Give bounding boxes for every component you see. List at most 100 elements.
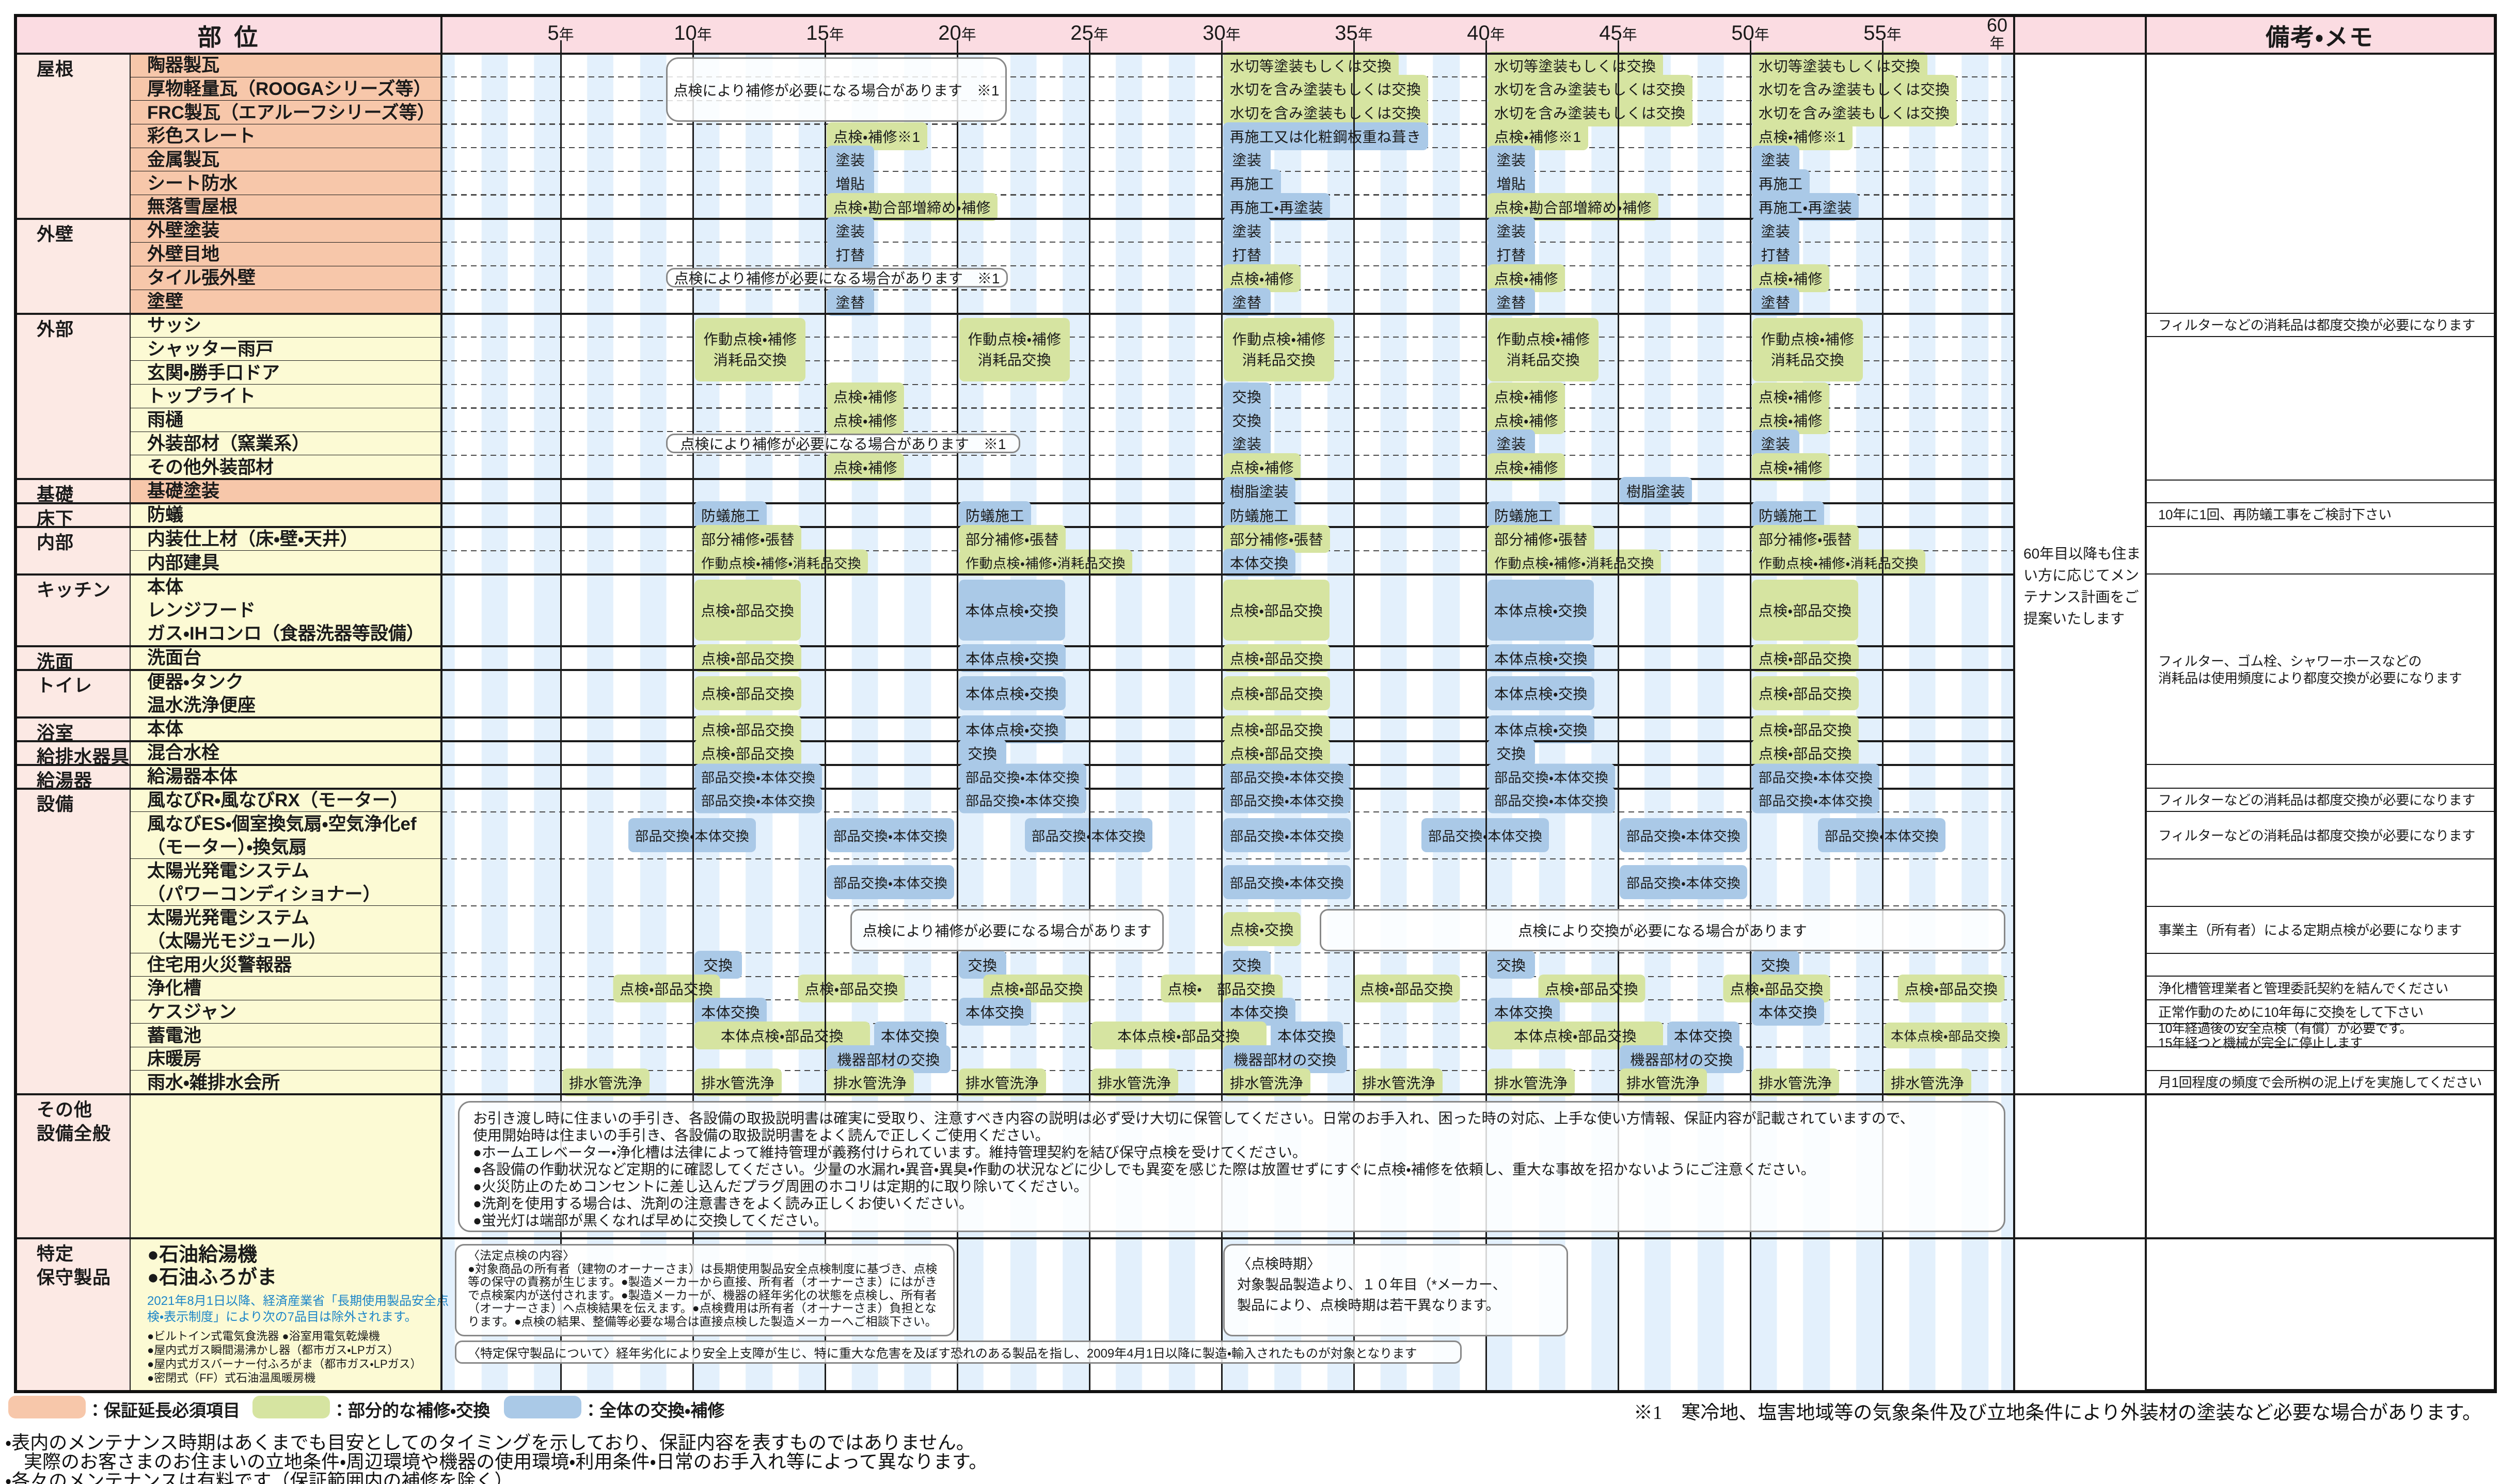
schedule-item: 本体交換 [959, 998, 1032, 1026]
row-label-基礎塗装: 基礎塗装 [130, 479, 441, 503]
year-tick-line [560, 40, 562, 1390]
row-separator-dashed [441, 858, 2014, 859]
year-label-10: 10年 [674, 22, 712, 45]
schedule-item: 本体点検・部品交換 [694, 1022, 870, 1050]
other-section-note-box: お引き渡し時に住まいの手引き、各設備の取扱説明書は確実に受取り、注意すべき内容の… [458, 1101, 2005, 1232]
schedule-item: 点検・部品交換 [613, 974, 720, 1002]
memo-cell-border [2146, 907, 2494, 954]
row-label-陶器製瓦: 陶器製瓦 [130, 54, 441, 77]
schedule-item: 機器部材の交換 [1223, 1045, 1347, 1073]
other-section-line: ●洗剤を使用する場合は、洗剤の注意書きをよく読み正しくお使いください。 [473, 1195, 973, 1211]
year-tick-line [1618, 40, 1619, 1390]
category-cell-床下: 床下 [17, 503, 130, 529]
schedule-item: 樹脂塗装 [1620, 477, 1692, 505]
schedule-item: 塗替 [827, 288, 874, 316]
category-cell-給排水器具: 給排水器具 [17, 741, 130, 767]
category-cell-specified: 特定 保守製品 [17, 1238, 130, 1390]
schedule-item: 防蟻施工 [1223, 501, 1296, 529]
column-border-subitem [440, 17, 442, 1390]
schedule-item: 点検・部品交換 [694, 739, 802, 767]
year-unit: 年 [1225, 27, 1241, 43]
memo-note-pv: 事業主（所有者）による定期点検が必要になります [2158, 922, 2462, 938]
memo-column-header: 備考・メモ [2266, 23, 2374, 51]
year-unit: 年 [1989, 36, 2005, 52]
schedule-item: 部品交換・本体交換 [959, 787, 1087, 813]
overlay-note-pv2: 点検により交換が必要になる場合があります [1320, 909, 2005, 951]
schedule-item: 交換 [1752, 951, 1799, 979]
schedule-item: 排水管洗浄 [827, 1068, 914, 1097]
schedule-item: 防蟻施工 [959, 501, 1032, 529]
schedule-item: 交換 [1488, 951, 1535, 979]
schedule-item: 点検・部品交換 [694, 580, 801, 641]
parts-column-header: 部 位 [197, 23, 261, 51]
schedule-item: 水切を含み塗装もしくは交換 [1488, 99, 1692, 127]
schedule-item: 塗替 [1223, 288, 1271, 316]
legend-label-0: ：保証延長必須項目 [87, 1401, 240, 1420]
year-tick-line [825, 40, 826, 1390]
schedule-item: 打替 [1752, 240, 1799, 268]
schedule-item: 交換 [1223, 382, 1271, 410]
schedule-item: 交換 [1488, 739, 1535, 767]
schedule-item: 機器部材の交換 [1620, 1045, 1744, 1073]
footnote-0: ・表内のメンテナンス時期はあくまでも目安としてのタイミングを示しており、保証内容… [5, 1432, 975, 1453]
schedule-item: 点検・補修 [1752, 264, 1830, 292]
memo-cell-border [2146, 481, 2494, 503]
year-unit: 年 [1886, 27, 1902, 43]
memo-cell-border [2146, 812, 2494, 859]
schedule-item: 点検・勘合部増締め・補修 [1488, 193, 1659, 221]
schedule-item: 水切等塗装もしくは交換 [1752, 51, 1927, 79]
memo-cell-border [2146, 977, 2494, 1000]
row-label-防蟻: 防蟻 [130, 503, 441, 527]
row-label-便器・タンク: 便器・タンク 温水洗浄便座 [130, 669, 441, 717]
schedule-item: 点検・補修 [1488, 264, 1565, 292]
category-cell-洗面: 洗面 [17, 646, 130, 672]
schedule-item: 塗装 [1223, 146, 1271, 174]
memo-note-water: フィルター、ゴム栓、シャワーホースなどの 消耗品は使用頻度により都度交換が必要に… [2158, 653, 2462, 686]
shutter-maintenance-box: 作動点検・補修 消耗品交換 [1752, 318, 1863, 381]
schedule-item: 塗装 [1752, 429, 1799, 458]
schedule-item: 点検・補修※1 [1488, 122, 1588, 150]
row-label-彩色スレート: 彩色スレート [130, 124, 441, 148]
schedule-item: 点検・補修※1 [1752, 122, 1853, 150]
row-label-外装部材（窯業系）: 外装部材（窯業系） [130, 432, 441, 456]
specified-about-box: 〈特定保守製品について〉経年劣化により安全上支障が生じ、特に重大な危害を及ぼす恐… [455, 1341, 1462, 1364]
memo-note-sash: フィルターなどの消耗品は都度交換が必要になります [2158, 317, 2475, 333]
year-unit: 年 [697, 27, 712, 43]
year-unit: 年 [1093, 27, 1109, 43]
schedule-item: 機器部材の交換 [827, 1045, 951, 1073]
overlay-note-tile: 点検により補修が必要になる場合があります ※1 [666, 268, 1008, 288]
inspection-timing-box: 〈点検時期〉 対象製品製造より、１０年目（*メーカー、 製品により、点検時期は若干… [1223, 1244, 1568, 1336]
schedule-item: 点検・補修 [1488, 406, 1565, 434]
schedule-item: 部品交換・本体交換 [1620, 818, 1748, 853]
row-label-蓄電池: 蓄電池 [130, 1024, 441, 1047]
row-label-玄関・勝手口ドア: 玄関・勝手口ドア [130, 361, 441, 385]
schedule-item: 再施工又は化粧鋼板重ね葺き [1223, 122, 1428, 150]
year-unit: 年 [1357, 27, 1373, 43]
schedule-item: 打替 [1488, 240, 1535, 268]
schedule-item: 点検・部品交換 [983, 974, 1090, 1002]
schedule-item: 点検・部品交換 [1752, 644, 1859, 672]
schedule-item: 本体点検・部品交換 [1091, 1022, 1267, 1050]
schedule-item: 水切等塗装もしくは交換 [1488, 51, 1663, 79]
year-tick-line [692, 40, 694, 1390]
category-cell-other: その他 設備全般 [17, 1094, 130, 1238]
row-label-風なびR・風なびRX（モーター）: 風なびR・風なびRX（モーター） [130, 788, 441, 812]
memo-cell-border [2146, 1047, 2494, 1071]
schedule-item: 塗替 [1752, 288, 1799, 316]
memo-cell-border [2146, 789, 2494, 812]
row-label-内部建具: 内部建具 [130, 551, 441, 575]
schedule-item: 点検・補修 [827, 406, 905, 434]
category-cell-基礎: 基礎 [17, 479, 130, 505]
schedule-item: 本体点検・交換 [959, 715, 1066, 743]
schedule-item: 本体交換 [694, 998, 767, 1026]
footnote-2: ・各々のメンテナンスは有料です（保証範囲内の補修を除く） [5, 1471, 513, 1484]
schedule-item: 部品交換・本体交換 [1752, 787, 1880, 813]
schedule-item: 部品交換・本体交換 [628, 818, 756, 853]
row-separator-dashed [441, 905, 2014, 907]
schedule-item: 排水管洗浄 [1884, 1068, 1971, 1097]
schedule-item: 作動点検・補修・消耗品交換 [694, 549, 868, 576]
row-label-無落雪屋根: 無落雪屋根 [130, 195, 441, 219]
other-section-line: 使用開始時は住まいの手引き、各設備の取扱説明書をよく読んで正しくご使用ください。 [473, 1127, 1050, 1143]
year-number: 5 [547, 22, 559, 44]
schedule-item: 部品交換・本体交換 [1223, 818, 1351, 853]
